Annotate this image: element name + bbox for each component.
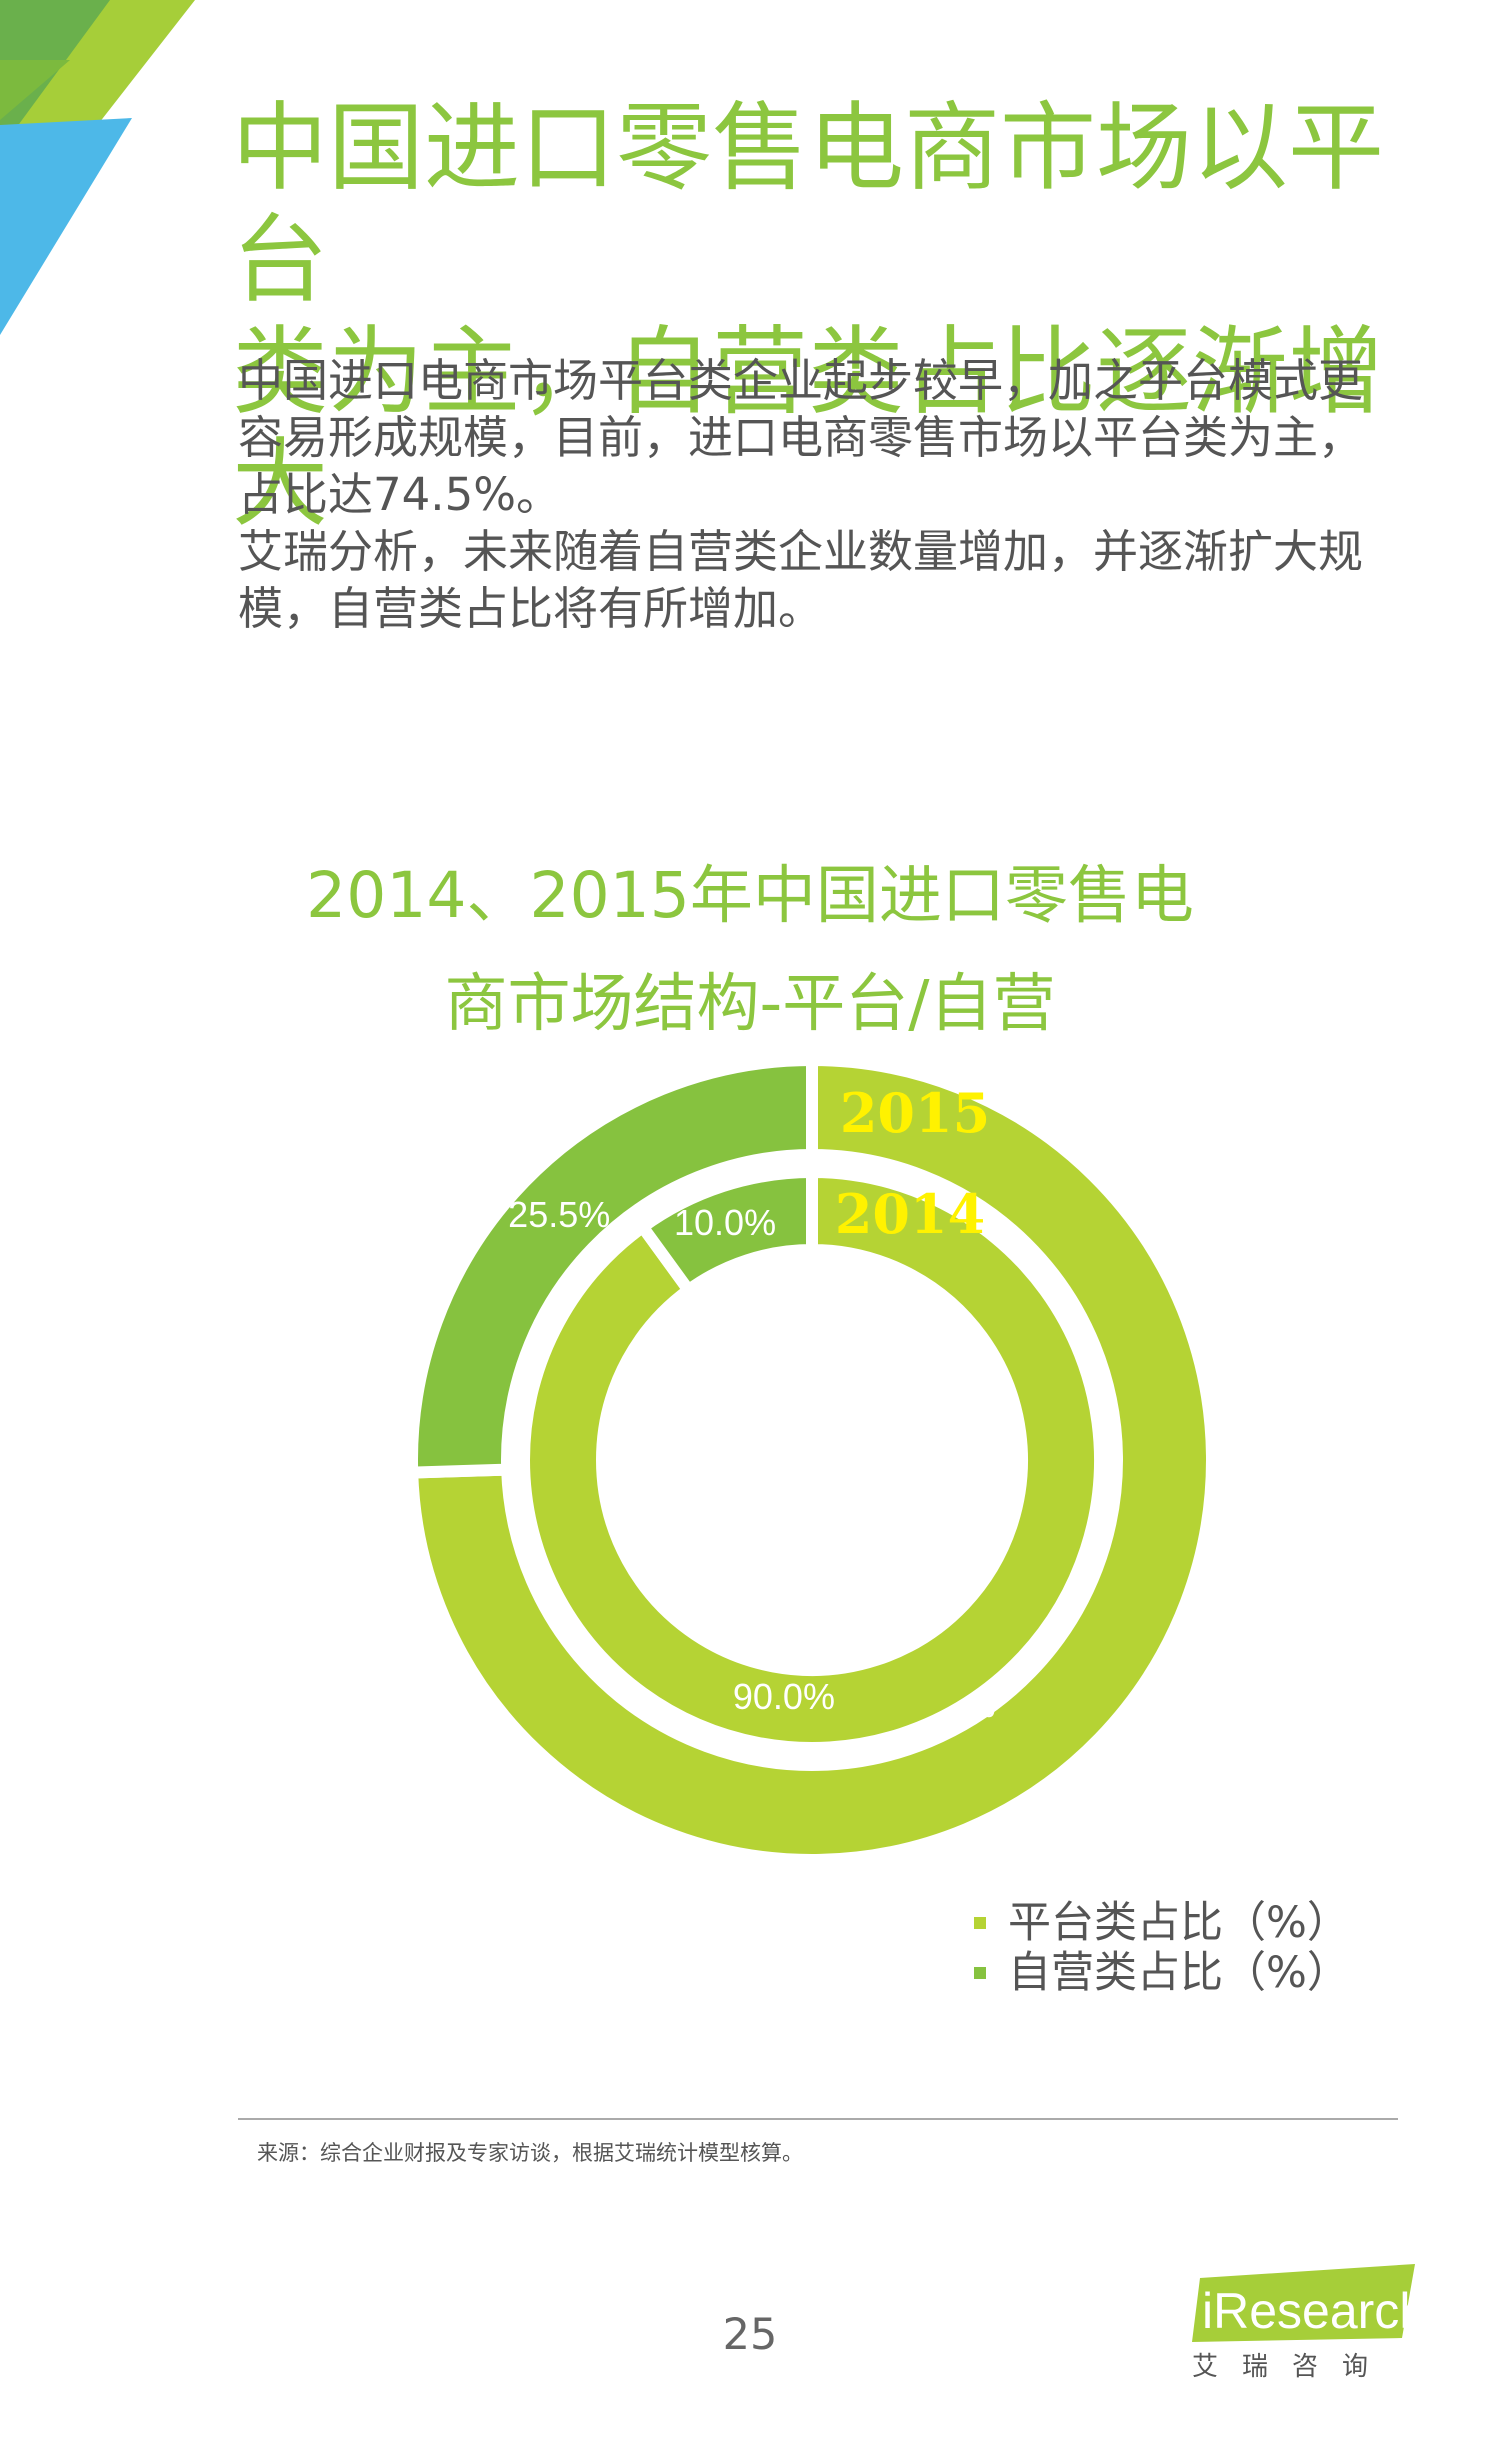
- legend-item-self-operated: 自营类占比（%）: [974, 1948, 1350, 1998]
- legend-swatch-self-operated: [974, 1967, 986, 1979]
- corner-decoration: [0, 0, 195, 335]
- chart-title-line-1: 2014、2015年中国进口零售电: [306, 859, 1194, 932]
- legend-label-self-operated: 自营类占比（%）: [1008, 1948, 1350, 1998]
- corner-triangle-mid-green: [0, 60, 70, 120]
- page-title: 中国进口零售电商市场以平台 类为主，自营类占比逐渐增大: [232, 92, 1432, 540]
- donut-slice-2015-self-operated: [406, 1053, 818, 1479]
- footer-divider: [238, 2118, 1398, 2120]
- logo-brand-text: iResearch: [1202, 2283, 1427, 2339]
- ring-year-label-2015: 2015: [840, 1081, 990, 1145]
- intro-paragraph-2: 艾瑞分析，未来随着自营类企业数量增加，并逐渐扩大规模，自营类占比将有所增加。: [238, 525, 1364, 635]
- logo-green-banner: [1192, 2264, 1415, 2342]
- source-note: 来源：综合企业财报及专家访谈，根据艾瑞统计模型核算。: [257, 2141, 803, 2165]
- corner-triangle-green: [0, 0, 110, 150]
- donut-label-2015-self-operated: 25.5%: [508, 1194, 610, 1235]
- legend-swatch-platform: [974, 1917, 986, 1929]
- donut-slice-2014-self-operated: [634, 1165, 818, 1299]
- iresearch-logo: iResearch: [1192, 2264, 1427, 2342]
- chart-title-line-2: 商市场结构-平台/自营: [444, 967, 1056, 1040]
- donut-label-2014-platform: 90.0%: [733, 1676, 835, 1717]
- chart-title: 2014、2015年中国进口零售电 商市场结构-平台/自营: [250, 842, 1250, 1058]
- intro-paragraph-1: 中国进口电商市场平台类企业起步较早，加之平台模式更容易形成规模，目前，进口电商零…: [238, 354, 1364, 521]
- donut-label-2014-self-operated: 10.0%: [674, 1202, 776, 1243]
- chart-legend: 平台类占比（%） 自营类占比（%）: [974, 1898, 1350, 1998]
- ring-year-label-2014: 2014: [835, 1182, 985, 1246]
- donut-slice-2014-platform: [518, 1165, 1106, 1754]
- intro-text: 中国进口电商市场平台类企业起步较早，加之平台模式更容易形成规模，目前，进口电商零…: [238, 352, 1378, 637]
- legend-label-platform: 平台类占比（%）: [1008, 1898, 1350, 1948]
- corner-triangle-blue: [0, 118, 132, 335]
- logo-brand-cn: 艾瑞咨询: [1192, 2352, 1393, 2382]
- page-title-line-2: 类为主，自营类占比逐渐增大: [232, 316, 1384, 540]
- legend-item-platform: 平台类占比（%）: [974, 1898, 1350, 1948]
- donut-slice-2015-platform: [405, 1053, 1218, 1866]
- page-title-line-1: 中国进口零售电商市场以平台: [232, 92, 1384, 316]
- page-number: 25: [722, 2310, 778, 2360]
